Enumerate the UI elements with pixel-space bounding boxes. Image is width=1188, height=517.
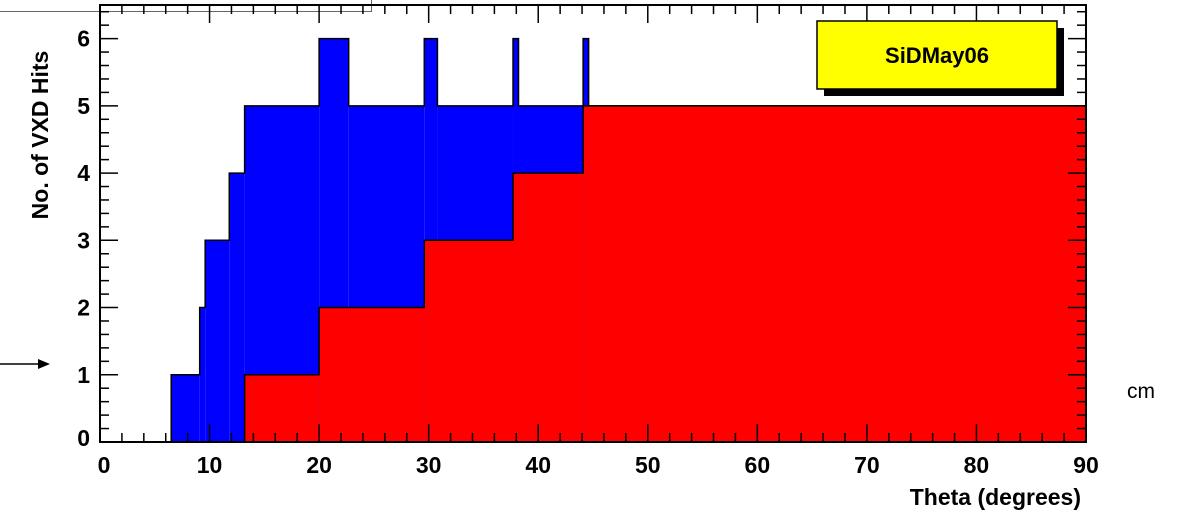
y-tick-label: 2	[77, 295, 90, 321]
series-outline-1	[243, 105, 1087, 442]
x-axis-title: Theta (degrees)	[910, 484, 1081, 510]
x-tick-label: 90	[1073, 452, 1099, 478]
x-tick-label: 70	[854, 452, 880, 478]
legend-label: SiDMay06	[885, 43, 989, 68]
bar-series1-4	[583, 105, 1086, 442]
bar-series1-3	[513, 173, 584, 443]
axis-tick-labels: 0 10 20 30 40 50 60 70 80 90 0 1 2 3 4 5 6	[77, 26, 1099, 478]
bar-series0-1	[199, 307, 206, 442]
y-tick-label: 6	[77, 26, 90, 52]
x-tick-label: 80	[964, 452, 990, 478]
y-tick-label: 4	[77, 160, 90, 186]
x-tick-label: 30	[416, 452, 442, 478]
plot-frame	[99, 4, 1087, 443]
arrow-icon	[0, 359, 50, 369]
x-tick-label: 50	[635, 452, 661, 478]
x-tick-label: 40	[525, 452, 551, 478]
x-tick-label: 60	[745, 452, 771, 478]
bar-series0-2	[205, 240, 230, 442]
x-tick-label: 0	[98, 452, 111, 478]
y-tick-label: 0	[77, 425, 90, 451]
plot-area	[170, 37, 1087, 443]
y-tick-label: 1	[77, 362, 90, 388]
legend-box	[816, 20, 1058, 90]
bar-series1-2	[424, 240, 514, 442]
bar-series0-0	[171, 374, 200, 442]
x-tick-label: 10	[197, 452, 223, 478]
bar-series1-0	[244, 374, 320, 442]
y-tick-label: 5	[77, 93, 90, 119]
x-tick-label: 20	[306, 452, 332, 478]
axis-ticks	[99, 5, 1087, 443]
bar-series0-3	[229, 173, 245, 443]
bar-series1-1	[319, 307, 425, 442]
series-outline-0	[170, 37, 1087, 442]
unit-label: cm	[1127, 380, 1155, 403]
legend: SiDMay06	[816, 20, 1064, 96]
y-tick-label: 3	[77, 227, 90, 253]
y-axis-title: No. of VXD Hits	[27, 51, 53, 220]
